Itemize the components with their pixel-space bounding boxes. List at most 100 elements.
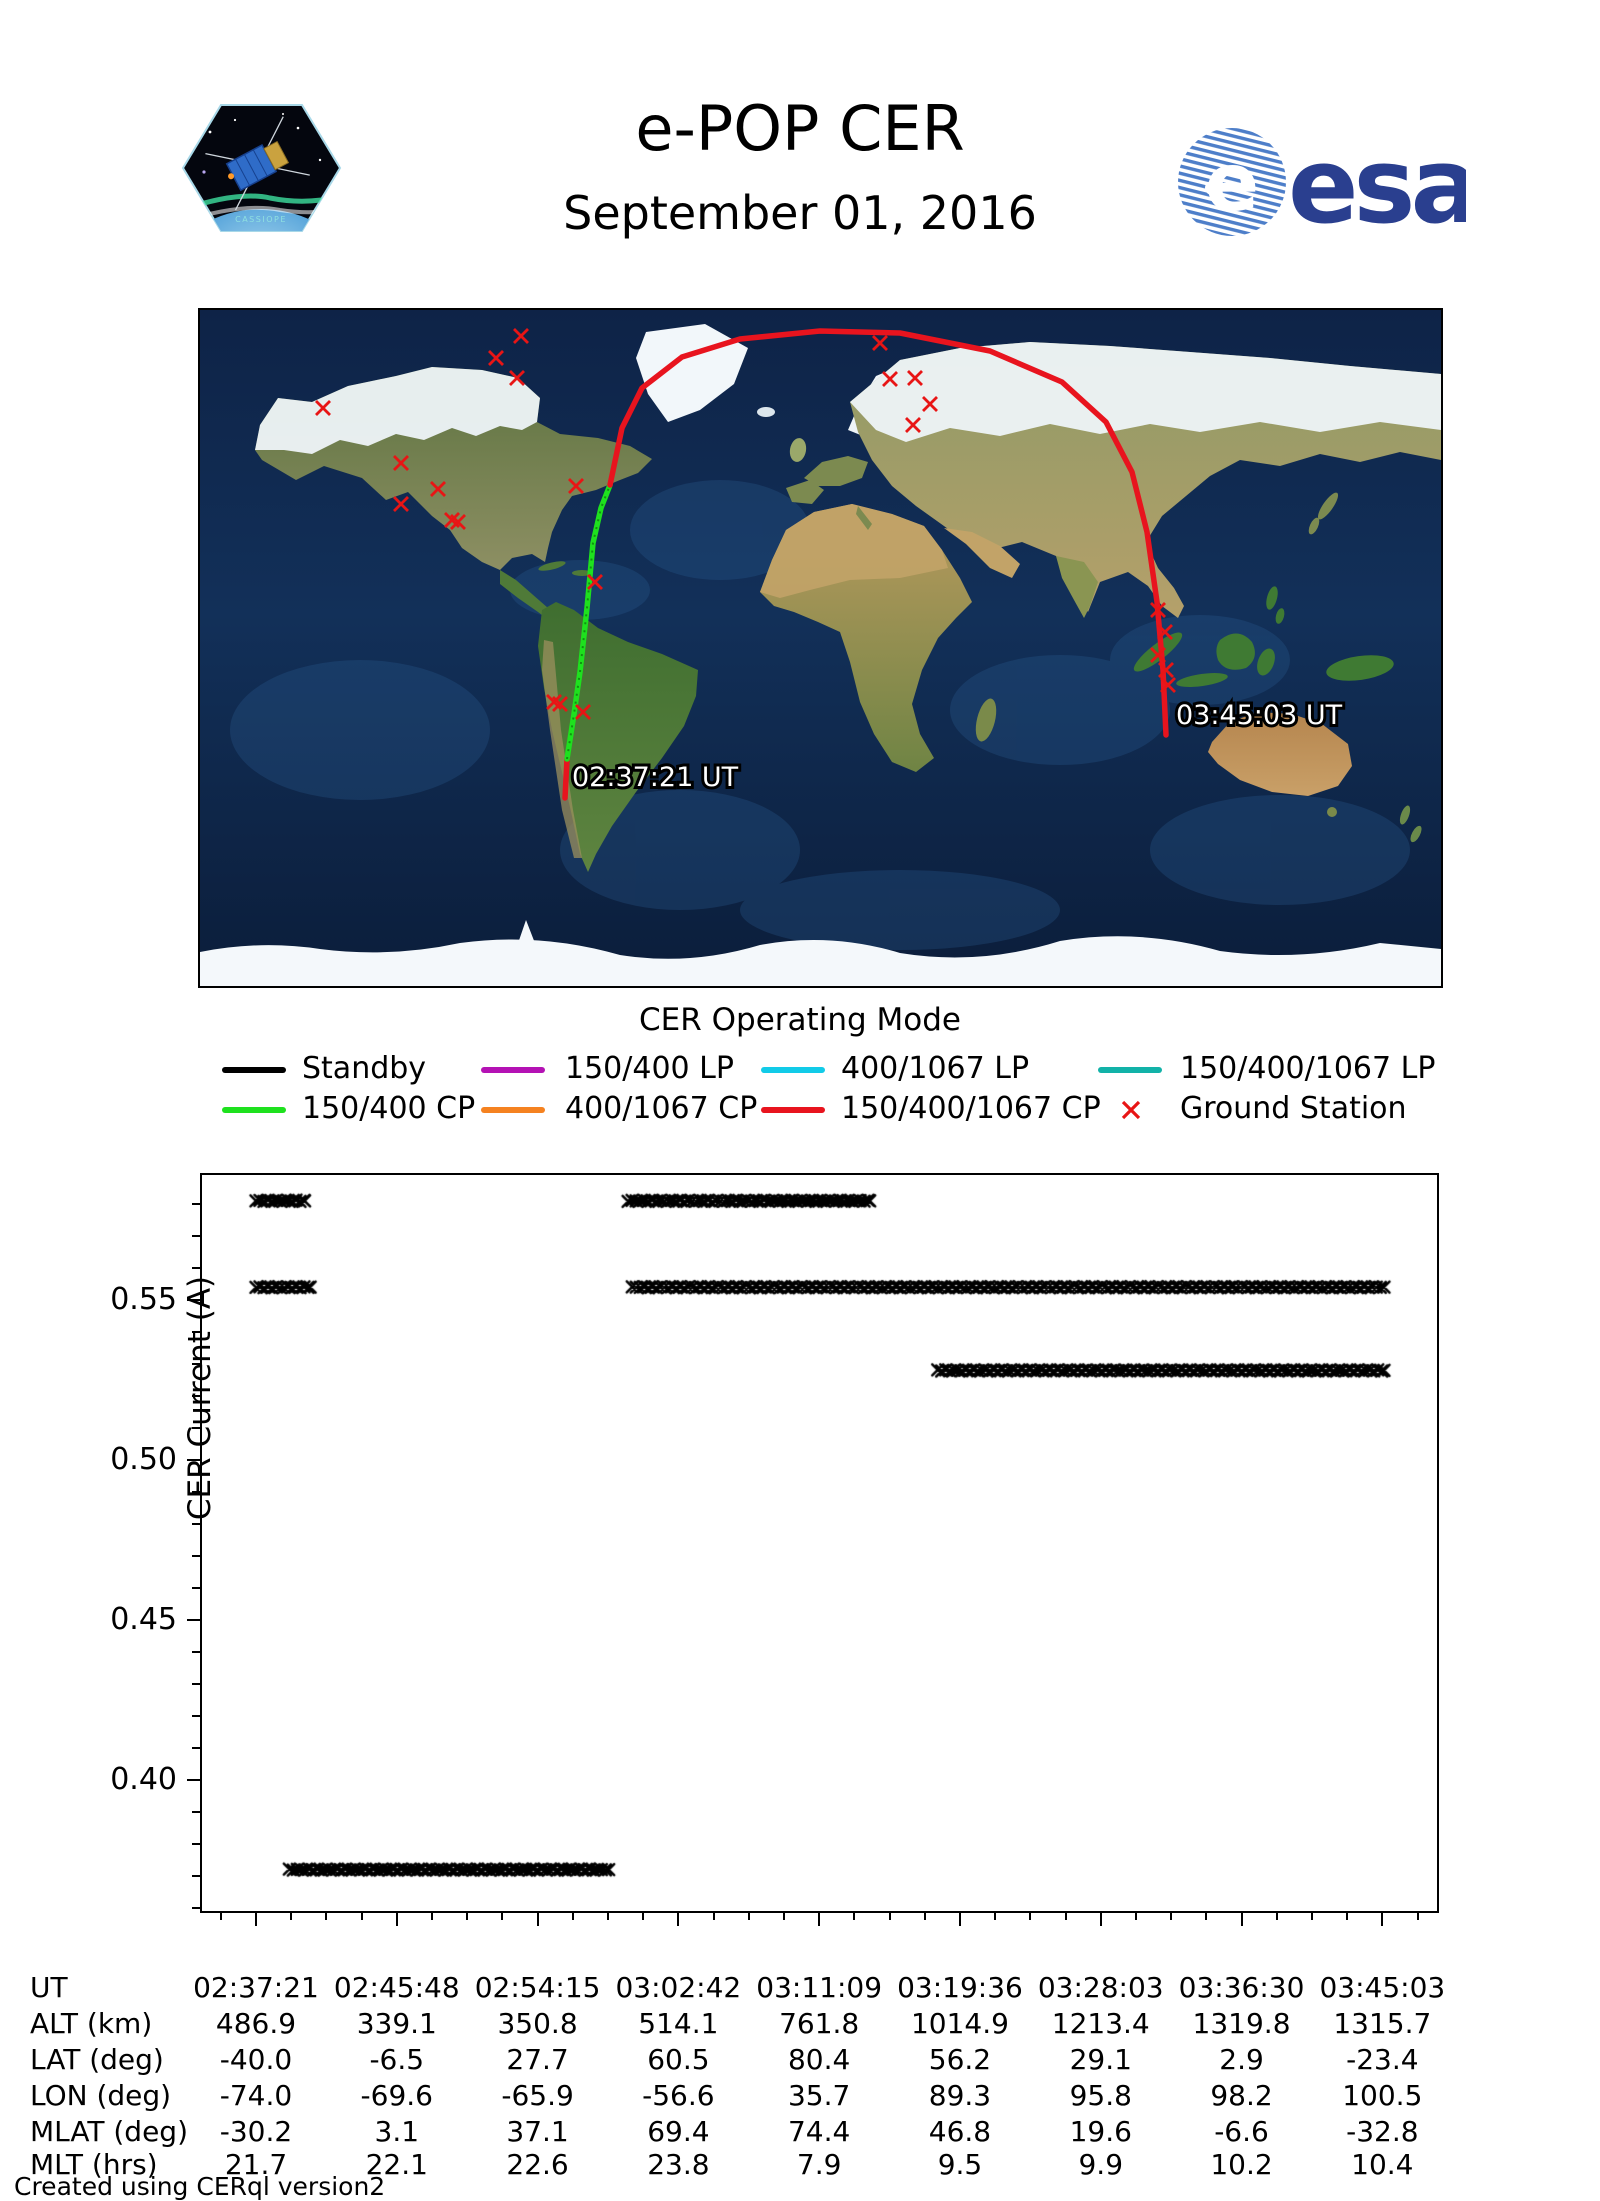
table-cell: 22.6 — [506, 2148, 569, 2181]
orbit-track-segment — [607, 328, 1169, 738]
ground-station-marker-icon — [393, 455, 409, 471]
x-major-tick — [1381, 1913, 1384, 1926]
y-tick-label: 0.50 — [110, 1442, 177, 1477]
scatter-bands-canvas — [200, 1173, 1439, 1913]
y-minor-tick — [192, 1427, 200, 1429]
ground-station-marker-icon — [430, 481, 446, 497]
y-minor-tick — [192, 1811, 200, 1813]
table-cell: 02:54:15 — [474, 1971, 601, 2004]
y-minor-tick — [192, 1395, 200, 1397]
ground-station-marker-icon — [907, 370, 923, 386]
table-cell: 03:45:03 — [1319, 1971, 1446, 2004]
map-time-annotation: 02:37:21 UT — [572, 762, 739, 793]
ground-station-marker-icon — [872, 335, 888, 351]
table-cell: 95.8 — [1069, 2079, 1132, 2112]
table-cell: 2.9 — [1219, 2043, 1264, 2076]
x-major-tick — [536, 1913, 539, 1926]
table-cell: 100.5 — [1342, 2079, 1423, 2112]
ground-station-marker-icon — [922, 396, 938, 412]
legend-ground-station-x-icon — [1121, 1100, 1141, 1120]
table-cell: 10.4 — [1351, 2148, 1414, 2181]
table-cell: 1315.7 — [1333, 2007, 1432, 2040]
table-cell: 3.1 — [374, 2115, 420, 2148]
y-minor-tick — [192, 1235, 200, 1237]
y-major-tick — [187, 1619, 200, 1621]
table-cell: 56.2 — [928, 2043, 992, 2076]
ground-station-marker-icon — [513, 328, 529, 344]
y-minor-tick — [192, 1843, 200, 1845]
table-cell: -30.2 — [219, 2115, 293, 2148]
y-minor-tick — [192, 1267, 200, 1269]
table-cell: 1319.8 — [1192, 2007, 1291, 2040]
esa-globe-icon — [1178, 128, 1286, 236]
x-major-tick — [1240, 1913, 1243, 1926]
y-minor-tick — [192, 1875, 200, 1877]
ground-station-marker-icon — [587, 574, 603, 590]
y-minor-tick — [192, 1715, 200, 1717]
x-minor-tick — [1064, 1913, 1067, 1920]
y-major-tick — [187, 1459, 200, 1461]
y-minor-tick — [192, 1747, 200, 1749]
x-minor-tick — [1170, 1913, 1173, 1920]
y-tick-label: 0.40 — [110, 1762, 177, 1797]
x-major-tick — [818, 1913, 821, 1926]
table-cell: 37.1 — [506, 2115, 569, 2148]
y-minor-tick — [192, 1523, 200, 1525]
table-cell: 23.8 — [647, 2148, 710, 2181]
table-cell: -32.8 — [1346, 2115, 1419, 2148]
table-cell: -56.6 — [642, 2079, 715, 2112]
ground-station-marker-icon — [509, 370, 525, 386]
table-cell: 03:19:36 — [897, 1971, 1023, 2004]
x-minor-tick — [360, 1913, 363, 1920]
table-cell: -65.9 — [501, 2079, 574, 2112]
table-cell: 03:28:03 — [1037, 1971, 1164, 2004]
table-cell: 19.6 — [1069, 2115, 1132, 2148]
x-minor-tick — [923, 1913, 926, 1920]
ground-station-marker-icon — [488, 350, 504, 366]
y-minor-tick — [192, 1491, 200, 1493]
y-minor-tick — [192, 1907, 200, 1909]
x-major-tick — [1099, 1913, 1102, 1926]
ground-station-marker-icon — [393, 496, 409, 512]
legend-label: 150/400 LP — [565, 1051, 734, 1086]
page-subtitle-date: September 01, 2016 — [563, 186, 1037, 240]
ground-station-marker-icon — [1150, 647, 1166, 663]
table-cell: 1213.4 — [1051, 2007, 1150, 2040]
table-cell: 21.7 — [224, 2148, 288, 2181]
table-cell: 7.9 — [796, 2148, 842, 2181]
x-minor-tick — [325, 1913, 328, 1920]
table-cell: 80.4 — [787, 2043, 851, 2076]
y-minor-tick — [192, 1203, 200, 1205]
legend-label: 150/400/1067 CP — [841, 1091, 1101, 1126]
legend-swatch-150-400-cp — [222, 1107, 286, 1113]
credit-note: Created using CERql version2 — [14, 2172, 386, 2201]
table-row-label: ALT (km) — [30, 2007, 153, 2040]
ground-station-marker-icon — [568, 478, 584, 494]
x-minor-tick — [712, 1913, 715, 1920]
table-cell: 9.9 — [1078, 2148, 1124, 2181]
x-minor-tick — [501, 1913, 504, 1920]
table-cell: 22.1 — [365, 2148, 428, 2181]
table-cell: 74.4 — [787, 2115, 851, 2148]
patch-label: CASSIOPE — [235, 215, 287, 224]
table-cell: 89.3 — [928, 2079, 992, 2112]
table-cell: -74.0 — [219, 2079, 293, 2112]
legend-label: 400/1067 CP — [565, 1091, 758, 1126]
x-minor-tick — [1275, 1913, 1278, 1920]
table-cell: 1014.9 — [910, 2007, 1009, 2040]
y-minor-tick — [192, 1651, 200, 1653]
legend-label: 150/400/1067 LP — [1180, 1051, 1436, 1086]
table-cell: 02:45:48 — [333, 1971, 460, 2004]
y-major-tick — [187, 1779, 200, 1781]
table-cell: 69.4 — [647, 2115, 710, 2148]
y-major-tick — [187, 1299, 200, 1301]
svg-text:e: e — [1205, 136, 1259, 229]
cer-current-plot — [187, 1173, 1439, 1926]
table-cell: -6.6 — [1214, 2115, 1269, 2148]
map-snow-siberia — [850, 342, 1441, 442]
map-australia — [1208, 712, 1352, 796]
y-minor-tick — [192, 1555, 200, 1557]
x-minor-tick — [747, 1913, 750, 1920]
legend-title: CER Operating Mode — [639, 1002, 961, 1038]
table-cell: 03:11:09 — [756, 1971, 883, 2004]
